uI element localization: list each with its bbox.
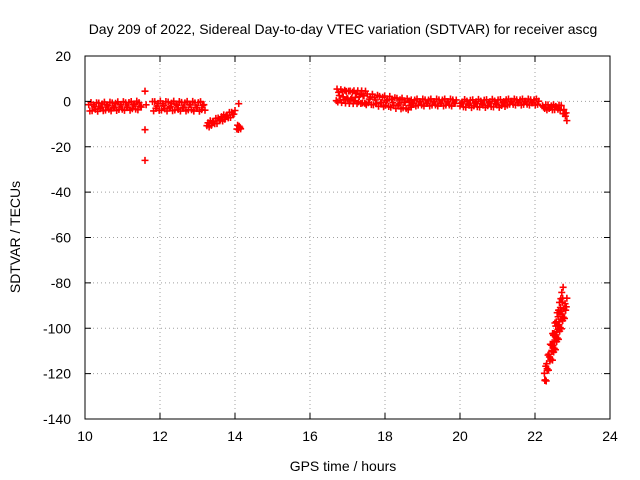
y-tick-label: -100: [43, 320, 71, 336]
x-tick-labels: 10 12 14 16 18 20 22 24: [77, 428, 618, 444]
y-tick-label: -40: [51, 184, 71, 200]
data-point: [559, 313, 567, 321]
data-point: [556, 304, 564, 312]
data-point: [221, 115, 229, 123]
data-point: [142, 101, 150, 109]
x-tick-label: 14: [227, 428, 243, 444]
data-point: [563, 294, 571, 302]
y-tick-labels: 20 0 -20 -40 -60 -80 -100 -120 -140: [43, 48, 71, 427]
data-point: [235, 100, 243, 108]
x-tick-label: 10: [77, 428, 93, 444]
data-point: [137, 103, 145, 111]
data-point: [544, 366, 552, 374]
data-point: [231, 107, 239, 115]
data-point: [558, 288, 566, 296]
x-tick-label: 22: [527, 428, 543, 444]
data-point: [563, 117, 571, 125]
data-point: [135, 99, 143, 107]
x-axis-label: GPS time / hours: [290, 458, 397, 474]
data-point: [562, 303, 570, 311]
data-point: [557, 102, 565, 110]
data-point: [401, 98, 409, 106]
data-point: [554, 335, 562, 343]
y-tick-label: -60: [51, 230, 71, 246]
x-tick-label: 18: [377, 428, 393, 444]
data-point: [534, 100, 542, 108]
data-point: [464, 100, 472, 108]
y-tick-label: -80: [51, 275, 71, 291]
data-point: [180, 103, 188, 111]
y-tick-label: 0: [63, 93, 71, 109]
data-point: [560, 314, 568, 322]
x-tick-label: 20: [452, 428, 468, 444]
data-point: [395, 100, 403, 108]
data-point: [97, 103, 105, 111]
data-point: [136, 102, 144, 110]
chart-title: Day 209 of 2022, Sidereal Day-to-day VTE…: [89, 21, 598, 37]
data-point: [201, 106, 209, 114]
data-point: [548, 356, 556, 364]
x-tick-label: 24: [602, 428, 618, 444]
data-point: [457, 99, 465, 107]
data-point: [141, 126, 149, 134]
data-point: [562, 109, 570, 117]
data-point: [160, 102, 168, 110]
x-tick-label: 12: [152, 428, 168, 444]
data-point: [556, 324, 564, 332]
y-axis-label: SDTVAR / TECUs: [7, 181, 23, 293]
data-point: [200, 101, 208, 109]
data-point: [478, 100, 486, 108]
data-point: [452, 96, 460, 104]
data-point: [541, 376, 549, 384]
data-point: [492, 100, 500, 108]
data-point: [407, 103, 415, 111]
data-point: [383, 97, 391, 105]
data-point: [557, 325, 565, 333]
data-point: [553, 334, 561, 342]
data-point: [141, 156, 149, 164]
data-point: [542, 377, 550, 385]
grid: [85, 56, 610, 419]
data-point: [558, 310, 566, 318]
y-tick-label: -20: [51, 139, 71, 155]
data-point: [95, 99, 103, 107]
data-point: [471, 99, 479, 107]
data-point: [378, 98, 386, 106]
data-point: [166, 103, 174, 111]
x-tick-label: 16: [302, 428, 318, 444]
data-point: [485, 99, 493, 107]
data-point: [104, 102, 112, 110]
y-tick-label: 20: [55, 48, 71, 64]
data-point: [186, 101, 194, 109]
y-tick-label: -140: [43, 411, 71, 427]
data-point: [230, 110, 238, 118]
data-point: [157, 106, 165, 114]
data-point: [371, 96, 379, 104]
data-point: [535, 97, 543, 105]
axis-ticks: [84, 55, 611, 420]
data-point: [141, 87, 149, 95]
y-tick-label: -120: [43, 366, 71, 382]
data-point: [164, 98, 172, 106]
data-point: [561, 300, 569, 308]
data-point: [551, 346, 559, 354]
data-point: [173, 101, 181, 109]
data-point: [237, 125, 245, 133]
data-point: [559, 283, 567, 291]
data-point: [451, 99, 459, 107]
data-points: [85, 85, 571, 385]
data-point: [550, 344, 558, 352]
